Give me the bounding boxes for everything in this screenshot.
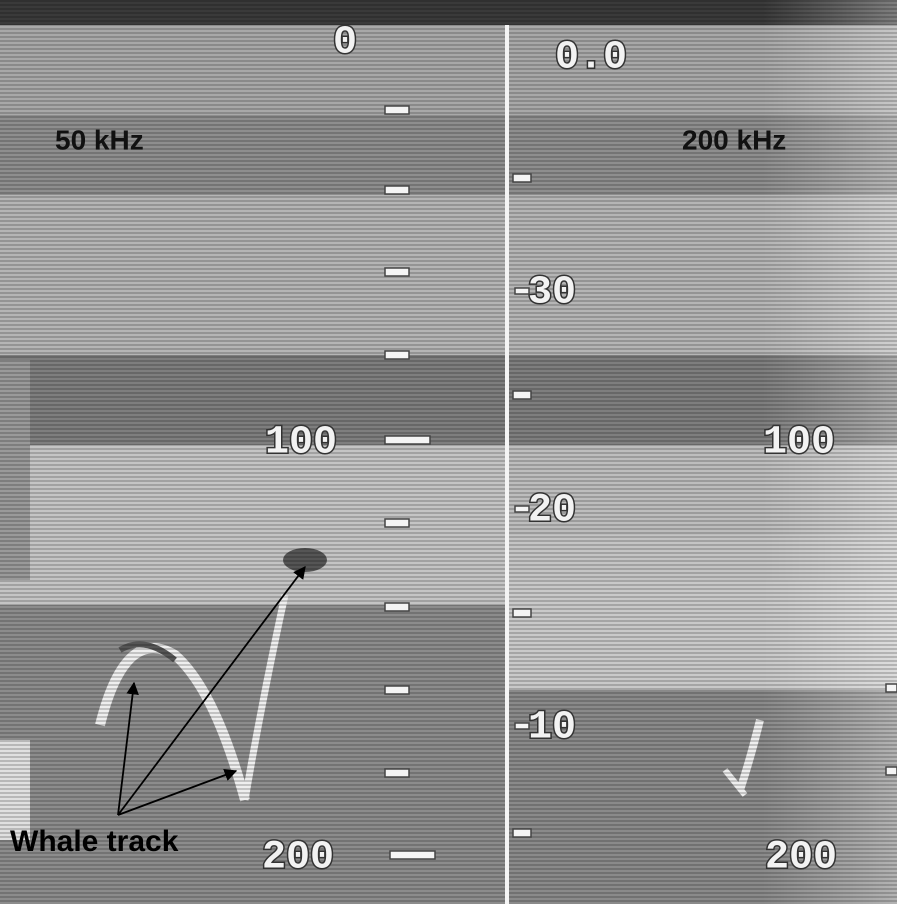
scale-label: 30 xyxy=(528,271,576,316)
frequency-label: 50 kHz xyxy=(55,124,144,155)
scale-label: 10 xyxy=(528,706,576,751)
scale-label: 0.0 xyxy=(555,36,627,81)
scale-dash xyxy=(514,287,530,295)
scale-label: 20 xyxy=(528,489,576,534)
scale-label: 200 xyxy=(765,836,837,881)
scale-label: 100 xyxy=(265,421,337,466)
scale-label: 200 xyxy=(262,836,334,881)
right-scale-ticks xyxy=(512,173,897,838)
divider xyxy=(505,25,509,904)
scale-label: 0 xyxy=(333,21,357,66)
annotation: Whale track xyxy=(10,825,179,858)
scale-dash xyxy=(514,505,530,513)
left-scale-ticks xyxy=(384,105,436,860)
scale-dash xyxy=(514,722,530,730)
frequency-label: 200 kHz xyxy=(682,124,786,155)
annotation-arrows xyxy=(117,565,306,816)
scale-label: 100 xyxy=(763,421,835,466)
